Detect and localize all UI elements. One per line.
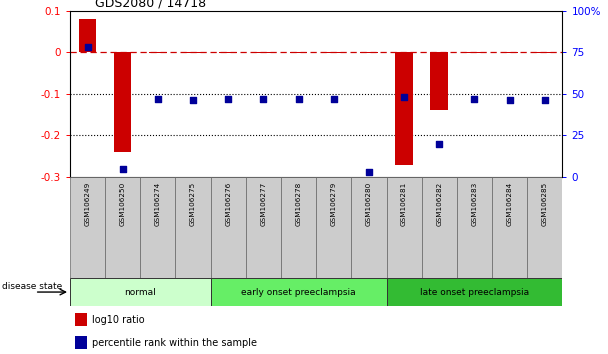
Point: [223, 96, 233, 102]
Point: [294, 96, 303, 102]
Bar: [219, 52, 237, 53]
Bar: [210, 177, 246, 278]
Bar: [210, 278, 387, 306]
Point: [469, 96, 479, 102]
Bar: [75, 313, 87, 326]
Text: GSM106284: GSM106284: [506, 182, 513, 226]
Bar: [176, 177, 210, 278]
Text: GSM106279: GSM106279: [331, 182, 337, 226]
Bar: [70, 278, 210, 306]
Bar: [149, 52, 167, 53]
Bar: [114, 52, 131, 152]
Text: early onset preeclampsia: early onset preeclampsia: [241, 287, 356, 297]
Text: normal: normal: [125, 287, 156, 297]
Point: [505, 98, 514, 103]
Point: [188, 98, 198, 103]
Bar: [527, 177, 562, 278]
Bar: [422, 177, 457, 278]
Point: [118, 166, 128, 172]
Text: GSM106282: GSM106282: [437, 182, 442, 226]
Bar: [351, 177, 387, 278]
Bar: [325, 52, 342, 53]
Bar: [501, 52, 519, 53]
Bar: [70, 177, 105, 278]
Text: GSM106283: GSM106283: [471, 182, 477, 226]
Bar: [316, 177, 351, 278]
Bar: [360, 52, 378, 53]
Text: GSM106249: GSM106249: [85, 182, 91, 226]
Point: [83, 44, 92, 50]
Text: GSM106280: GSM106280: [366, 182, 372, 226]
Point: [434, 141, 444, 147]
Bar: [140, 177, 176, 278]
Point: [329, 96, 339, 102]
Text: percentile rank within the sample: percentile rank within the sample: [92, 337, 257, 348]
Text: log10 ratio: log10 ratio: [92, 315, 145, 325]
Bar: [457, 177, 492, 278]
Text: GSM106274: GSM106274: [155, 182, 161, 226]
Bar: [387, 278, 562, 306]
Bar: [75, 336, 87, 349]
Bar: [255, 52, 272, 53]
Bar: [281, 177, 316, 278]
Bar: [78, 19, 96, 52]
Point: [153, 96, 163, 102]
Text: GSM106275: GSM106275: [190, 182, 196, 226]
Bar: [492, 177, 527, 278]
Point: [258, 96, 268, 102]
Bar: [395, 52, 413, 165]
Text: GDS2080 / 14718: GDS2080 / 14718: [94, 0, 206, 10]
Bar: [430, 52, 448, 110]
Bar: [290, 52, 308, 53]
Point: [364, 169, 374, 175]
Bar: [184, 52, 202, 53]
Point: [399, 94, 409, 100]
Text: GSM106276: GSM106276: [225, 182, 231, 226]
Bar: [387, 177, 422, 278]
Bar: [466, 52, 483, 53]
Bar: [536, 52, 554, 53]
Bar: [105, 177, 140, 278]
Text: GSM106278: GSM106278: [295, 182, 302, 226]
Text: GSM106285: GSM106285: [542, 182, 548, 226]
Text: disease state: disease state: [2, 282, 62, 291]
Text: late onset preeclampsia: late onset preeclampsia: [420, 287, 529, 297]
Point: [540, 98, 550, 103]
Bar: [246, 177, 281, 278]
Text: GSM106250: GSM106250: [120, 182, 126, 226]
Text: GSM106277: GSM106277: [260, 182, 266, 226]
Text: GSM106281: GSM106281: [401, 182, 407, 226]
